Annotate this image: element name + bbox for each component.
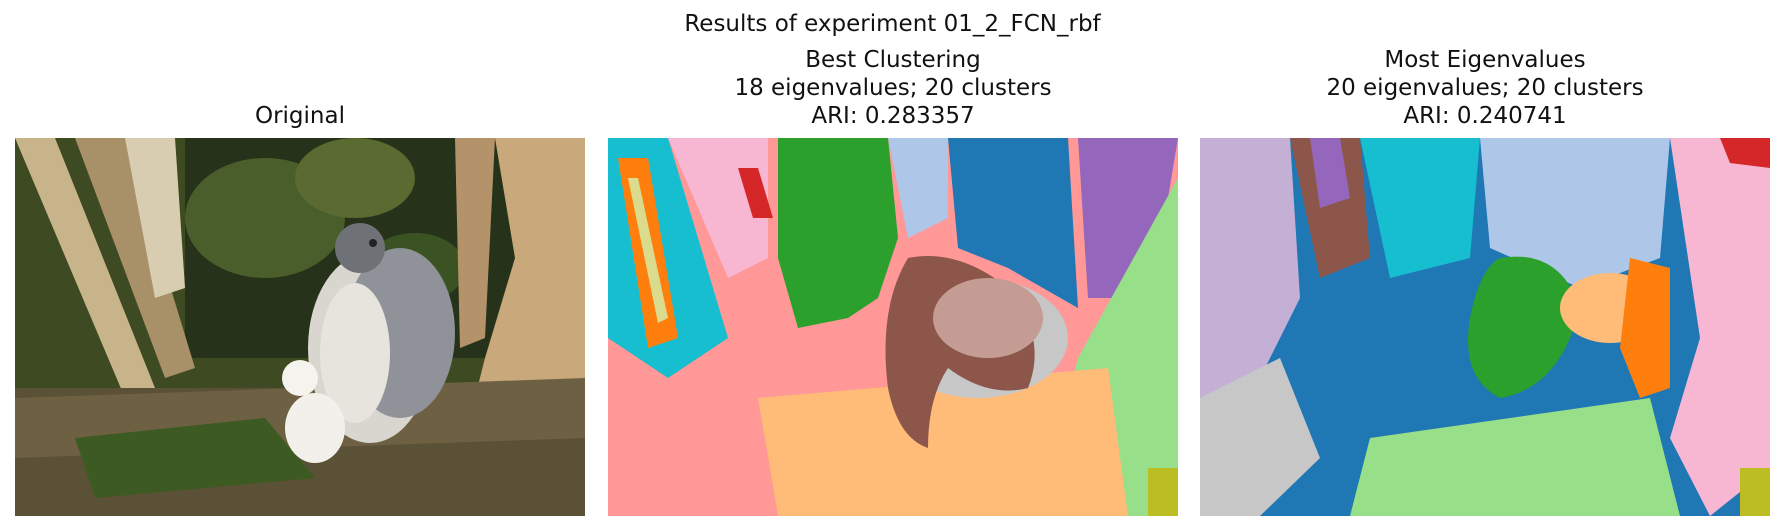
panel-best-clustering: Best Clustering 18 eigenvalues; 20 clust… [608, 0, 1178, 532]
panel-most-eigenvalues: Most Eigenvalues 20 eigenvalues; 20 clus… [1200, 0, 1770, 532]
segmentation-map-best [608, 138, 1178, 516]
panel-title-original: Original [254, 103, 345, 129]
panel-title-line3: ARI: 0.283357 [811, 103, 975, 129]
segmentation-most-image [1200, 138, 1770, 516]
segmentation-map-most [1200, 138, 1770, 516]
panel-title-line3: ARI: 0.240741 [1403, 103, 1567, 129]
segmentation-best-image [608, 138, 1178, 516]
panel-original: Original [15, 0, 585, 532]
hawk-nest-image [15, 138, 585, 516]
figure-suptitle: Results of experiment 01_2_FCN_rbf [684, 11, 1101, 37]
panel-title-line2: 20 eigenvalues; 20 clusters [1326, 75, 1644, 101]
original-photo [15, 138, 585, 516]
panel-title-line1: Most Eigenvalues [1384, 47, 1586, 73]
panel-title-line1: Best Clustering [805, 47, 981, 73]
panel-title-line2: 18 eigenvalues; 20 clusters [734, 75, 1052, 101]
